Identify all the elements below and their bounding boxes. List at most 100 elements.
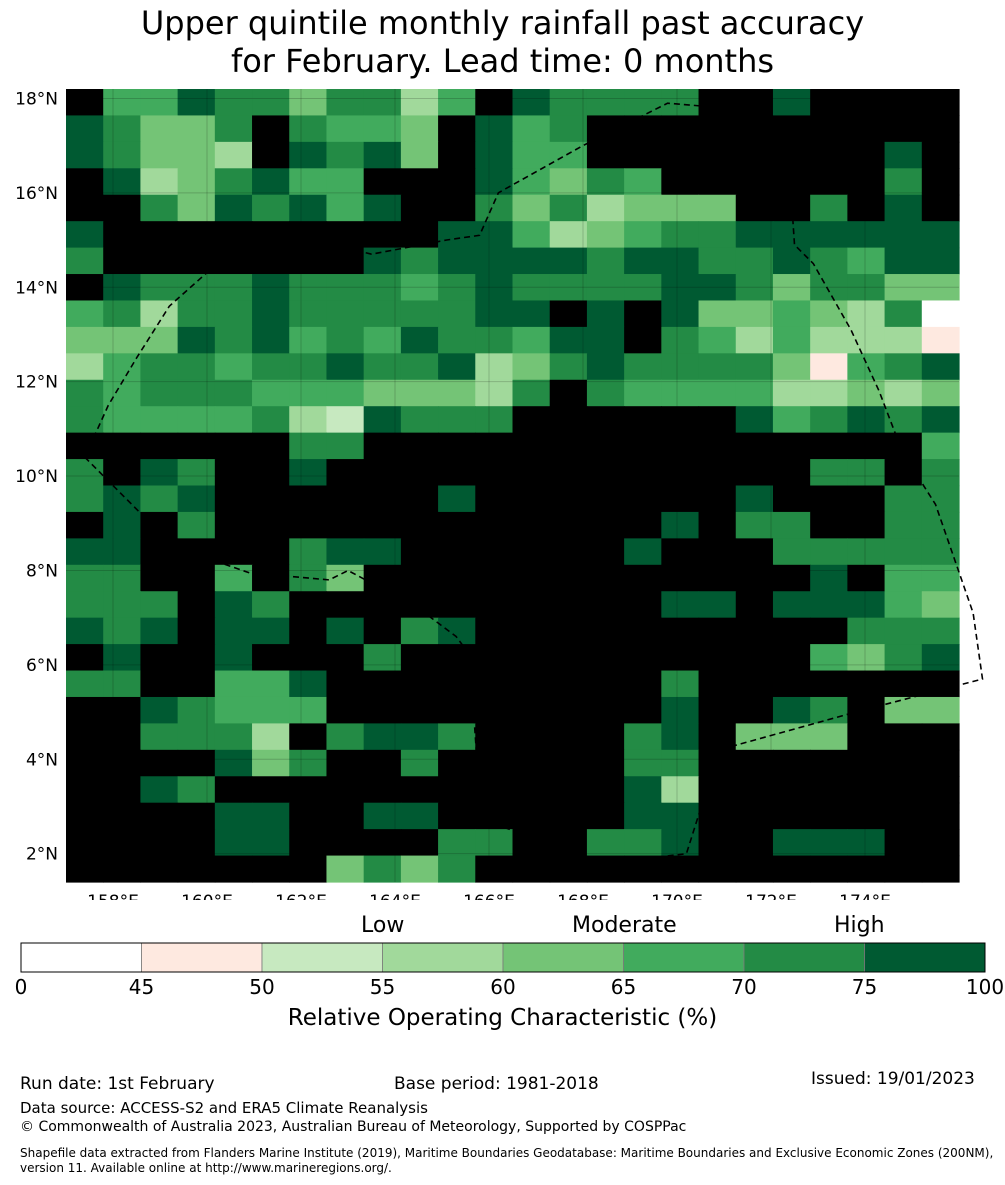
grid-cell [214, 274, 253, 302]
grid-cell [252, 326, 290, 354]
grid-cell [363, 829, 402, 857]
grid-cell [214, 247, 253, 275]
grid-cell [438, 115, 476, 143]
grid-cell [140, 115, 179, 143]
grid-cell [177, 644, 216, 672]
grid-cell [847, 485, 886, 513]
grid-cell [438, 485, 476, 513]
grid-cell [177, 511, 216, 539]
grid-cell [66, 564, 104, 592]
colorbar [20, 942, 986, 973]
colorbar-category-low: Low [361, 913, 405, 938]
grid-cell [66, 406, 104, 434]
grid-cell [400, 353, 439, 381]
grid-cell [586, 564, 625, 592]
grid-cell [549, 353, 588, 381]
grid-cell [177, 802, 216, 830]
grid-cell [363, 723, 402, 751]
grid-cell [549, 644, 588, 672]
grid-cell [475, 115, 514, 143]
grid-cell [177, 459, 216, 487]
grid-cell [177, 855, 216, 883]
grid-cell [400, 723, 439, 751]
grid-cell [661, 511, 700, 539]
grid-cell [624, 459, 662, 487]
grid-cell [400, 591, 439, 619]
colorbar-tick-label: 75 [851, 975, 878, 999]
grid-cell [661, 353, 700, 381]
grid-cell [140, 538, 179, 566]
grid-cell [884, 353, 923, 381]
latitude-tick-label: 6°N [26, 656, 58, 676]
grid-cell [512, 802, 551, 830]
grid-cell [363, 353, 402, 381]
grid-cell [586, 221, 625, 249]
grid-cell [140, 829, 179, 857]
grid-cell [475, 591, 514, 619]
grid-cell [586, 485, 625, 513]
grid-cell [698, 141, 737, 169]
grid-cell [438, 194, 476, 222]
grid-cell [66, 829, 104, 857]
grid-cell [326, 194, 365, 222]
grid-cell [140, 406, 179, 434]
grid-cell [735, 274, 774, 302]
grid-cell [438, 723, 476, 751]
grid-cell [177, 829, 216, 857]
grid-cell [438, 274, 476, 302]
grid-cell [400, 168, 439, 196]
grid-cell [252, 670, 290, 698]
grid-cell [363, 696, 402, 724]
grid-cell [214, 168, 253, 196]
grid-cell [698, 353, 737, 381]
grid-cell [884, 591, 923, 619]
grid-cell [289, 696, 328, 724]
grid-cell [661, 141, 700, 169]
grid-cell [66, 459, 104, 487]
grid-cell [661, 115, 700, 143]
grid-cell [400, 89, 439, 117]
grid-cell [698, 511, 737, 539]
grid-cell [810, 485, 848, 513]
latitude-tick-label: 2°N [26, 845, 58, 865]
grid-cell [698, 274, 737, 302]
longitude-tick-label: 172°E [745, 892, 797, 900]
grid-cell [549, 617, 588, 645]
grid-cell [252, 591, 290, 619]
grid-cell [66, 591, 104, 619]
grid-cell [214, 564, 253, 592]
grid-cell [661, 326, 700, 354]
grid-cell [103, 406, 142, 434]
grid-cell [140, 670, 179, 698]
grid-cell [438, 300, 476, 328]
grid-cell [140, 89, 179, 117]
grid-cell [475, 723, 514, 751]
grid-cell [326, 379, 365, 407]
grid-cell [624, 749, 662, 777]
grid-cell [66, 353, 104, 381]
grid-cell [326, 300, 365, 328]
grid-cell [214, 89, 253, 117]
grid-cell [624, 247, 662, 275]
grid-cell [586, 855, 625, 883]
grid-cell [438, 591, 476, 619]
grid-cell [549, 485, 588, 513]
grid-cell [475, 353, 514, 381]
grid-cell [921, 194, 960, 222]
grid-cell [103, 221, 142, 249]
grid-cell [624, 485, 662, 513]
colorbar-tick-label: 70 [731, 975, 757, 999]
grid-cell [698, 670, 737, 698]
grid-cell [252, 194, 290, 222]
grid-cell [400, 221, 439, 249]
colorbar-tick-label: 100 [965, 975, 1005, 999]
grid-cell [177, 564, 216, 592]
grid-cell [884, 855, 923, 883]
grid-cell [475, 221, 514, 249]
grid-cell [438, 855, 476, 883]
grid-cell [772, 617, 811, 645]
grid-cell [735, 776, 774, 804]
grid-cell [363, 247, 402, 275]
grid-cell [512, 379, 551, 407]
grid-cell [400, 326, 439, 354]
